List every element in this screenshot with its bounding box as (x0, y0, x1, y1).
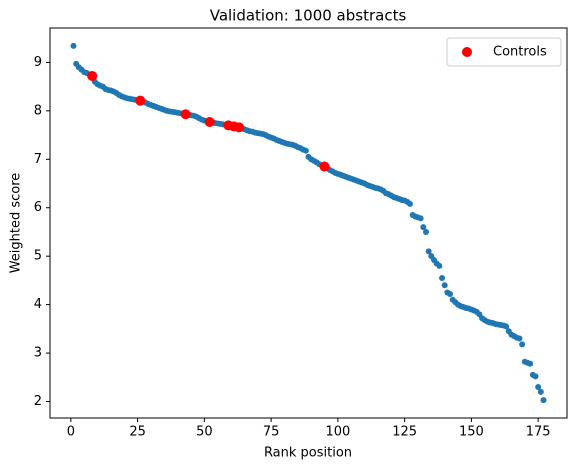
x-tick-label: 175 (526, 425, 551, 440)
y-tick-label: 9 (34, 55, 42, 70)
point (540, 397, 547, 404)
point (302, 147, 309, 154)
x-tick-label: 125 (392, 425, 417, 440)
point (135, 95, 146, 106)
x-tick-label: 50 (196, 425, 213, 440)
point (425, 248, 432, 255)
y-tick-label: 2 (34, 394, 42, 409)
y-tick-label: 4 (34, 297, 42, 312)
point (535, 383, 542, 390)
point (516, 335, 523, 342)
x-tick-label: 150 (459, 425, 484, 440)
point (447, 290, 454, 297)
point (423, 228, 429, 235)
point (503, 323, 510, 330)
point (420, 224, 427, 231)
point (537, 388, 544, 395)
x-tick-label: 100 (325, 425, 350, 440)
x-tick-label: 25 (129, 425, 146, 440)
x-tick-label: 75 (263, 425, 280, 440)
chart-title: Validation: 1000 abstracts (210, 7, 407, 25)
point (519, 341, 526, 348)
point (527, 360, 534, 367)
point (87, 70, 98, 81)
point (70, 42, 77, 49)
point (406, 200, 413, 207)
point (234, 122, 245, 133)
y-axis-label: Weighted score (9, 173, 24, 274)
point (204, 116, 215, 127)
point (319, 161, 330, 172)
x-axis-label: Rank position (264, 446, 352, 461)
x-tick-label: 0 (67, 425, 75, 440)
point (439, 274, 446, 281)
y-tick-label: 7 (34, 152, 42, 167)
y-tick-label: 6 (34, 200, 42, 215)
y-tick-label: 5 (34, 249, 42, 264)
point (180, 109, 191, 120)
y-tick-label: 3 (34, 346, 42, 361)
legend-label: Controls (493, 45, 547, 60)
point (441, 282, 448, 289)
point (417, 215, 424, 222)
point (436, 262, 443, 269)
legend-box (446, 37, 562, 67)
point (532, 373, 539, 380)
legend-marker (462, 47, 472, 57)
y-tick-label: 8 (34, 103, 42, 118)
plot-frame (49, 27, 568, 419)
